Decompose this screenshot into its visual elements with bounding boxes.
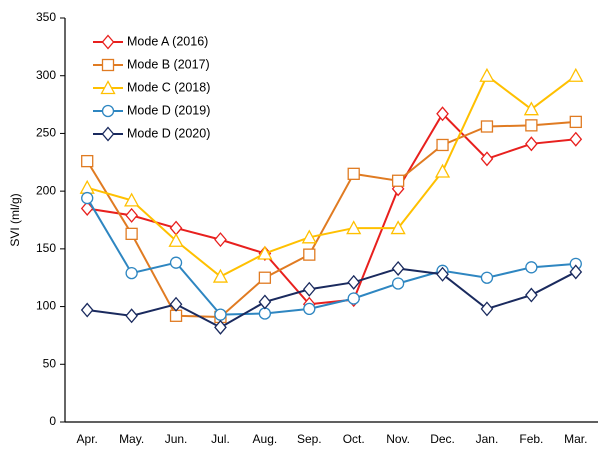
- data-point: [480, 120, 494, 133]
- series-line: [87, 112, 576, 306]
- y-tick-label: 250: [36, 126, 56, 140]
- x-tick-label: Aug.: [253, 432, 278, 446]
- y-tick-label: 350: [36, 10, 56, 24]
- data-point: [214, 232, 227, 248]
- data-point: [436, 266, 449, 282]
- x-tick-label: Jul.: [211, 432, 230, 446]
- data-point: [391, 260, 405, 276]
- y-tick-label: 150: [36, 241, 56, 255]
- data-point: [391, 174, 405, 187]
- x-tick-label: Apr.: [77, 432, 98, 446]
- data-point: [347, 274, 361, 290]
- x-tick-label: Dec.: [430, 432, 455, 446]
- data-point: [258, 271, 272, 284]
- legend-marker: [101, 104, 115, 118]
- data-point: [125, 266, 138, 280]
- legend-label: Mode B (2017): [127, 57, 210, 71]
- series-line: [87, 267, 577, 329]
- data-point: [169, 256, 183, 269]
- series-line: [86, 120, 576, 318]
- data-point: [391, 277, 405, 290]
- y-tick-label: 100: [36, 299, 56, 313]
- data-point: [302, 281, 316, 297]
- data-point: [125, 207, 138, 223]
- data-point: [480, 271, 494, 284]
- data-point: [436, 106, 449, 122]
- legend-label: Mode C (2018): [127, 80, 210, 94]
- data-point: [569, 115, 582, 129]
- data-point: [169, 296, 183, 312]
- data-point: [80, 200, 94, 216]
- legend-label: Mode D (2019): [127, 103, 210, 117]
- legend-marker: [101, 126, 115, 142]
- data-point: [301, 229, 317, 244]
- data-point: [569, 264, 583, 280]
- data-point: [303, 248, 316, 261]
- x-tick-label: May.: [119, 432, 144, 446]
- data-point: [525, 136, 538, 152]
- series-line: [86, 197, 576, 316]
- data-point: [212, 268, 229, 283]
- data-point: [525, 119, 538, 132]
- y-tick-label: 50: [43, 356, 57, 370]
- data-point: [214, 308, 227, 321]
- data-point: [257, 245, 273, 260]
- data-point: [569, 131, 583, 147]
- data-point: [124, 192, 140, 207]
- y-tick-label: 200: [36, 183, 56, 197]
- y-tick-label: 0: [49, 414, 56, 428]
- data-point: [81, 154, 94, 168]
- data-point: [79, 179, 95, 194]
- data-point: [525, 287, 538, 303]
- x-tick-label: Mar.: [564, 432, 587, 446]
- data-point: [525, 261, 538, 274]
- legend-marker: [100, 80, 116, 95]
- data-point: [479, 67, 495, 82]
- x-tick-label: Nov.: [386, 432, 410, 446]
- data-point: [169, 220, 183, 236]
- data-point: [169, 309, 183, 322]
- data-point: [81, 191, 94, 205]
- data-point: [214, 319, 227, 335]
- x-tick-label: Feb.: [519, 432, 543, 446]
- data-point: [347, 292, 360, 305]
- data-point: [480, 151, 494, 167]
- legend-marker: [101, 34, 115, 50]
- y-axis-label: SVI (ml/g): [8, 193, 22, 246]
- data-point: [258, 307, 272, 320]
- x-tick-label: Oct.: [343, 432, 365, 446]
- data-point: [523, 101, 539, 116]
- data-point: [480, 301, 494, 317]
- data-point: [390, 220, 406, 235]
- data-point: [125, 308, 138, 324]
- x-tick-label: Sep.: [297, 432, 322, 446]
- legend-label: Mode D (2020): [127, 126, 210, 140]
- data-point: [168, 232, 184, 247]
- data-point: [303, 302, 316, 316]
- data-point: [346, 220, 362, 235]
- legend-marker: [101, 58, 115, 72]
- x-tick-label: Jan.: [476, 432, 499, 446]
- data-point: [258, 294, 272, 310]
- data-point: [125, 227, 138, 241]
- y-tick-label: 300: [36, 68, 56, 82]
- data-point: [80, 302, 94, 318]
- data-point: [436, 138, 449, 152]
- data-point: [347, 167, 360, 180]
- data-point: [568, 67, 584, 82]
- x-tick-label: Jun.: [165, 432, 188, 446]
- legend-label: Mode A (2016): [127, 34, 208, 48]
- data-point: [434, 163, 451, 178]
- series-line: [86, 74, 577, 278]
